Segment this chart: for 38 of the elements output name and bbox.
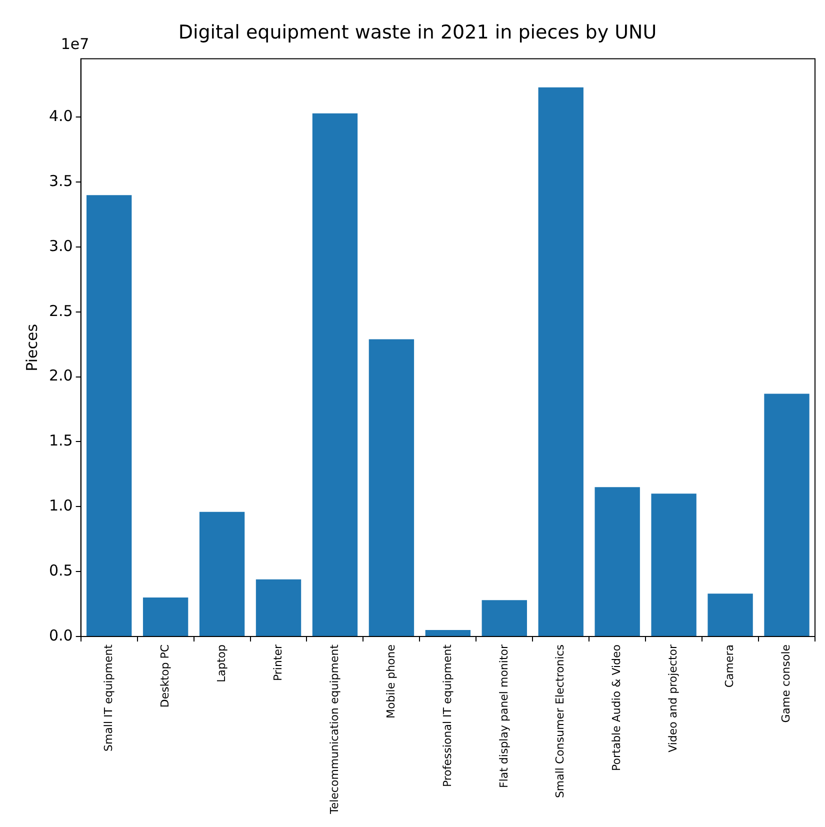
y-tick-label: 3.5: [48, 172, 73, 190]
y-tick-label: 0.0: [48, 626, 73, 644]
x-tick-label: Mobile phone: [384, 644, 398, 718]
x-tick-label: Small IT equipment: [102, 644, 115, 752]
bar: [538, 87, 584, 636]
y-tick-label: 2.0: [48, 366, 73, 385]
bar: [708, 594, 753, 636]
text: 1e7: [60, 35, 90, 54]
y-tick-label: 0.5: [48, 561, 73, 580]
x-tick-label: Flat display panel monitor: [497, 644, 510, 788]
x-tick-label: Laptop: [214, 644, 228, 682]
bar: [764, 394, 810, 636]
x-tick-label: Professional IT equipment: [440, 644, 454, 788]
y-tick-label: 1.0: [48, 496, 73, 515]
x-tick-label: Video and projector: [666, 644, 680, 752]
x-tick-label: Telecommunication equipment: [328, 644, 341, 816]
bar: [199, 512, 245, 636]
y-tick-label: 4.0: [48, 107, 73, 126]
chart-title: Digital equipment waste in 2021 in pieces by UNU: [178, 21, 657, 44]
x-tick-label: Desktop PC: [158, 644, 172, 708]
x-tick-label: Game console: [780, 644, 793, 723]
y-tick-label: 3.0: [48, 236, 73, 255]
y-tick-label: 1.5: [48, 432, 73, 450]
bar: [425, 630, 471, 636]
x-tick-label: Small Consumer Electronics: [554, 644, 567, 798]
bar: [256, 579, 302, 636]
bar: [86, 195, 132, 636]
bar: [594, 487, 640, 636]
x-tick-label: Portable Audio & Video: [610, 644, 624, 771]
x-tick-label: Printer: [271, 644, 284, 682]
y-axis-title: Pieces: [22, 324, 41, 372]
x-tick-label: Camera: [723, 644, 736, 688]
y-tick-label: 2.5: [48, 302, 73, 320]
bar: [368, 339, 414, 636]
bar: [142, 598, 188, 636]
bar: [312, 113, 358, 636]
bar: [482, 600, 527, 636]
bar: [651, 494, 696, 636]
